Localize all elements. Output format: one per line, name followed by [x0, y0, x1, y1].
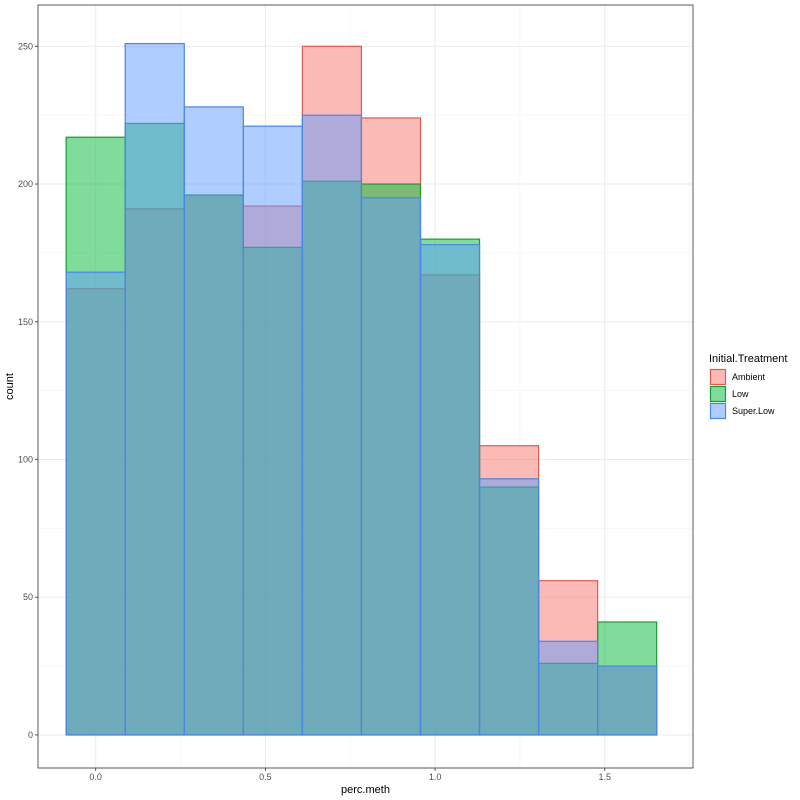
x-tick-label: 1.0: [429, 772, 442, 782]
bar: [183, 106, 244, 736]
legend-key: [709, 402, 727, 420]
series-super-low: [65, 42, 658, 736]
bar: [242, 125, 303, 736]
bar: [65, 271, 126, 736]
x-axis-title: perc.meth: [341, 784, 390, 796]
bars: [65, 42, 658, 736]
legend-label: Low: [732, 389, 749, 399]
legend-label: Ambient: [732, 372, 766, 382]
legend-title: Initial.Treatment: [709, 353, 787, 365]
bar: [537, 640, 599, 736]
legend-item: Ambient: [709, 368, 766, 386]
y-tick-label: 100: [18, 454, 33, 464]
bar: [360, 197, 422, 736]
y-tick-label: 200: [18, 179, 33, 189]
y-axis-title: count: [4, 373, 16, 400]
y-tick-label: 150: [18, 317, 33, 327]
legend-key: [709, 385, 727, 403]
panel-border: [37, 4, 694, 769]
x-axis: 0.0 0.5 1.0 1.5: [89, 768, 611, 782]
bar: [124, 42, 185, 736]
legend-item: Super.Low: [709, 402, 775, 420]
y-tick-label: 0: [28, 730, 33, 740]
y-axis: 0 50 100 150 200 250: [18, 41, 38, 740]
legend-item: Low: [709, 385, 749, 403]
legend-label: Super.Low: [732, 406, 775, 416]
bar: [597, 665, 658, 736]
bar: [419, 244, 481, 736]
legend: Initial.Treatment Ambient Low Super.Low: [709, 353, 787, 420]
x-tick-label: 0.5: [259, 772, 272, 782]
bar: [301, 114, 363, 736]
y-tick-label: 50: [23, 592, 33, 602]
legend-key: [709, 368, 727, 386]
bar: [478, 478, 540, 736]
y-tick-label: 250: [18, 41, 33, 51]
x-tick-label: 0.0: [89, 772, 102, 782]
x-tick-label: 1.5: [599, 772, 612, 782]
